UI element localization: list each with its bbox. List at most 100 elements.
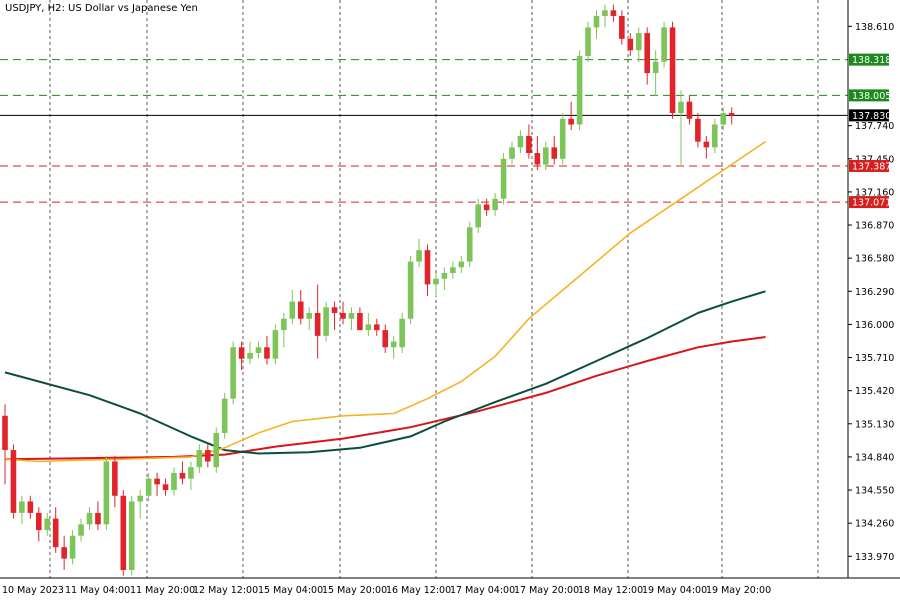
candle-body[interactable] — [466, 227, 473, 262]
candle-body[interactable] — [348, 312, 355, 319]
candle-body[interactable] — [450, 267, 456, 274]
candle-body[interactable] — [27, 501, 34, 513]
candle-body[interactable] — [458, 261, 465, 268]
candle-body[interactable] — [19, 501, 25, 513]
candle-body[interactable] — [162, 484, 169, 491]
candle-body[interactable] — [424, 250, 431, 285]
candle-body[interactable] — [703, 141, 710, 148]
candle-body[interactable] — [686, 101, 693, 119]
candle-body[interactable] — [374, 324, 380, 331]
candle-body[interactable] — [492, 198, 498, 211]
candle-body[interactable] — [433, 278, 439, 285]
y-tick-label: 135.130 — [855, 419, 894, 430]
candle-body[interactable] — [661, 27, 667, 62]
y-tick-label: 136.870 — [855, 221, 894, 232]
x-tick-label: 11 May 20:00 — [130, 585, 195, 596]
candle-body[interactable] — [619, 15, 625, 39]
candle-body[interactable] — [78, 524, 84, 536]
candle-body[interactable] — [36, 512, 42, 531]
candles-layer[interactable] — [2, 4, 735, 576]
candle-body[interactable] — [154, 478, 160, 485]
candle-body[interactable] — [610, 10, 617, 16]
candle-body[interactable] — [509, 147, 515, 159]
candle-body[interactable] — [543, 147, 549, 165]
candle-body[interactable] — [526, 135, 532, 154]
level-price-badge — [849, 89, 889, 102]
candle-body[interactable] — [644, 33, 650, 74]
candle-body[interactable] — [306, 312, 312, 319]
candle-body[interactable] — [314, 312, 321, 336]
candle-body[interactable] — [712, 124, 718, 148]
candle-body[interactable] — [238, 347, 245, 359]
candle-body[interactable] — [357, 312, 363, 331]
candle-body[interactable] — [475, 204, 481, 228]
candle-body[interactable] — [179, 472, 186, 479]
candle-body[interactable] — [61, 547, 67, 559]
candle-body[interactable] — [247, 352, 253, 359]
candle-body[interactable] — [10, 450, 17, 513]
candle-body[interactable] — [652, 61, 659, 74]
x-tick-label: 16 May 12:00 — [386, 585, 451, 596]
candle-body[interactable] — [602, 10, 608, 16]
candle-body[interactable] — [137, 495, 143, 502]
candle-body[interactable] — [568, 118, 574, 125]
candle-body[interactable] — [669, 27, 676, 114]
candle-body[interactable] — [2, 415, 8, 451]
level-price-label: 138.005 — [852, 91, 891, 102]
candle-body[interactable] — [576, 55, 583, 125]
candle-body[interactable] — [559, 118, 566, 159]
level-price-label: 137.071 — [852, 198, 891, 209]
candle-body[interactable] — [678, 101, 684, 114]
candle-body[interactable] — [289, 301, 296, 319]
candle-body[interactable] — [69, 535, 76, 559]
candle-body[interactable] — [416, 250, 422, 262]
candle-body[interactable] — [500, 158, 507, 199]
candle-body[interactable] — [272, 330, 279, 359]
candle-body[interactable] — [213, 432, 220, 468]
candle-body[interactable] — [728, 113, 735, 116]
candle-body[interactable] — [145, 478, 152, 496]
candle-body[interactable] — [323, 307, 329, 336]
candle-body[interactable] — [382, 330, 389, 348]
candle-body[interactable] — [331, 307, 338, 313]
candle-body[interactable] — [627, 38, 634, 51]
candle-body[interactable] — [103, 461, 110, 525]
candle-body[interactable] — [221, 398, 228, 433]
candle-body[interactable] — [340, 312, 346, 319]
candle-body[interactable] — [120, 495, 127, 571]
candle-body[interactable] — [52, 518, 59, 548]
candle-body[interactable] — [593, 15, 600, 28]
candle-body[interactable] — [95, 512, 101, 525]
candle-body[interactable] — [390, 341, 397, 348]
y-tick-label: 135.710 — [855, 353, 894, 364]
candle-body[interactable] — [483, 204, 490, 211]
candle-body[interactable] — [196, 450, 203, 468]
candle-body[interactable] — [171, 472, 177, 491]
candle-body[interactable] — [264, 347, 270, 359]
candle-body[interactable] — [517, 135, 524, 148]
y-tick-label: 137.450 — [855, 154, 894, 165]
candle-body[interactable] — [720, 113, 727, 125]
candle-body[interactable] — [128, 501, 135, 571]
candle-body[interactable] — [534, 153, 541, 165]
candle-body[interactable] — [86, 512, 93, 525]
candle-body[interactable] — [635, 33, 642, 51]
candle-body[interactable] — [365, 324, 372, 331]
candle-body[interactable] — [407, 261, 414, 319]
candle-body[interactable] — [112, 461, 118, 496]
candle-body[interactable] — [695, 118, 701, 142]
candle-body[interactable] — [297, 301, 304, 319]
candle-body[interactable] — [188, 467, 194, 479]
candle-body[interactable] — [281, 318, 287, 331]
candle-body[interactable] — [551, 147, 558, 159]
candle-body[interactable] — [230, 347, 236, 399]
candle-body[interactable] — [44, 518, 51, 531]
candle-body[interactable] — [255, 347, 262, 353]
levels-layer — [0, 59, 848, 203]
candle-body[interactable] — [205, 450, 211, 462]
candle-body[interactable] — [441, 273, 448, 279]
candle-body[interactable] — [585, 27, 591, 56]
candle-body[interactable] — [399, 318, 405, 348]
